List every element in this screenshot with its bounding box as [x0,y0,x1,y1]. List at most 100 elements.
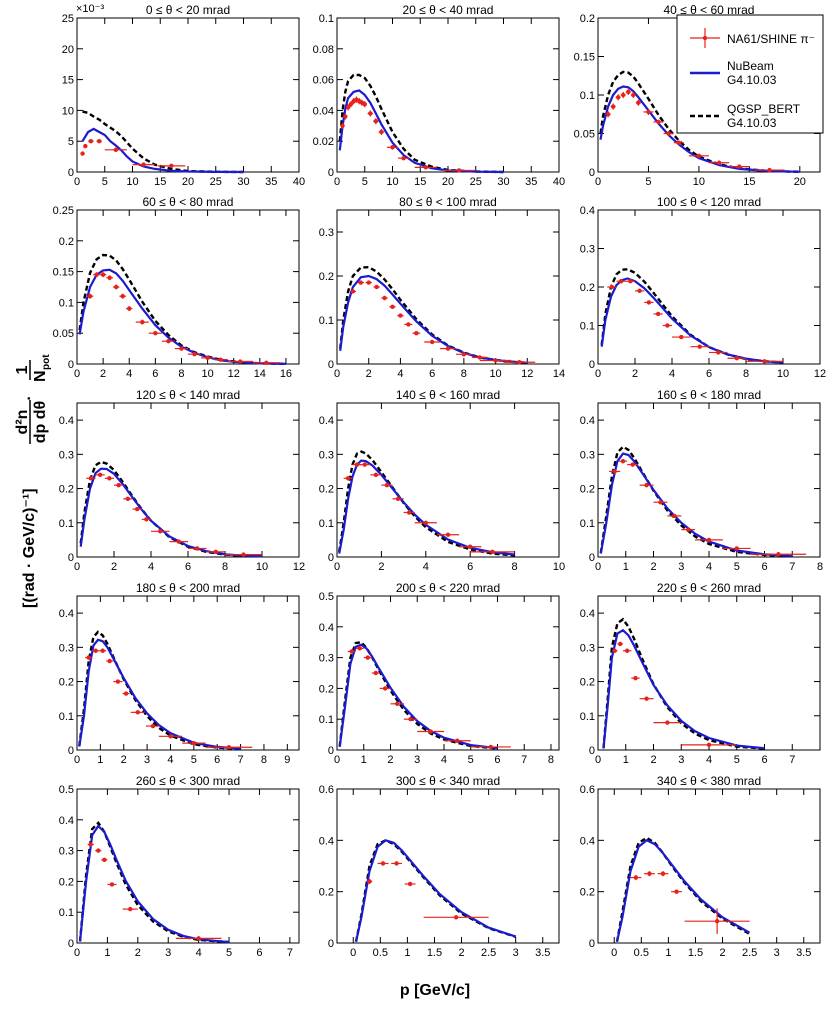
data-point [343,113,348,120]
data-point [377,861,389,866]
data-point [417,729,444,734]
y-tick-label: 10 [62,105,74,117]
x-tick-label: 4 [397,368,403,380]
data-point [227,359,254,364]
data-point [365,280,372,285]
x-tick-label: 20 [794,176,806,188]
y-tick-label: 0 [589,359,595,371]
data-point [151,529,170,534]
y-tick-label: 0.2 [59,484,74,496]
panel-frame [76,17,300,173]
x-tick-label: 10 [386,176,398,188]
data-point [114,482,124,488]
data-point [729,164,750,169]
data-point [373,118,379,125]
data-point [754,167,785,173]
x-tick-label: 5 [734,754,740,766]
data-point [205,745,253,750]
x-tick-label: 12 [293,561,305,573]
panel-title: 80 ≤ θ < 100 mrad [399,195,497,209]
data-point [615,94,621,101]
data-point [397,313,404,318]
x-tick-label: 8 [512,561,518,573]
data-point [479,358,512,363]
x-tick-label: 2 [650,561,656,573]
data-point [398,155,410,161]
data-point [135,319,149,325]
data-point [412,331,421,336]
x-tick-label: 4 [167,754,173,766]
y-tick-label: 0.2 [319,271,334,283]
x-tick-label: 4 [669,368,675,380]
x-tick-label: 4 [706,561,712,573]
x-tick-label: 2 [458,947,464,959]
x-tick-label: 0 [74,176,80,188]
nubeam-curve [599,452,793,558]
data-point [443,738,471,743]
data-point [93,272,100,278]
x-tick-label: 25 [210,176,222,188]
y-tick-label: 0 [328,745,334,757]
x-tick-label: 3 [144,754,150,766]
x-tick-label: 8 [222,561,228,573]
y-tick-label: 0 [589,938,595,950]
panel-frame [76,209,300,365]
data-point [442,168,476,173]
data-point [88,139,94,144]
qgsp-curve [78,253,286,366]
data-point [671,889,682,894]
data-point [620,91,626,99]
panel-4: 60 ≤ θ < 80 mrad 0 2 4 6 8 10 12 14 16 0 0.05 0.1 0.1… [53,195,300,380]
y-tick-label: 0 [68,745,74,757]
x-tick-label: 1 [623,561,629,573]
ylabel-dot: · [21,395,38,400]
nubeam-curve [615,839,751,942]
y-tick-label: 0.05 [574,129,595,141]
data-point [132,162,155,167]
x-tick-label: 7 [789,561,795,573]
panel-title: 300 ≤ θ < 340 mrad [396,774,500,788]
data-point [132,506,142,512]
data-point [639,696,654,701]
x-tick-label: 0 [334,561,340,573]
qgsp-curve [78,821,230,944]
panel-frame [597,402,821,558]
data-point [644,871,655,877]
qgsp-curve [600,268,784,364]
data-point [381,295,388,301]
data-point [161,339,175,344]
x-tick-label: 4 [196,947,202,959]
y-tick-label: 0.1 [580,711,595,723]
data-point [471,355,488,360]
data-point [673,140,684,146]
data-point [340,122,345,129]
y-tick-label: 0.4 [319,622,334,634]
x-tick-label: 1.5 [688,947,703,959]
data-point [122,691,130,696]
y-tick-label: 0.4 [59,608,74,620]
panel-title: 20 ≤ θ < 40 mrad [403,3,494,17]
data-point [381,482,393,488]
x-tick-label: 35 [525,176,537,188]
data-point [684,908,750,935]
ylabel-frac-den-sub: pot [41,354,52,370]
x-tick-label: 7 [521,754,527,766]
data-point [182,740,206,746]
x-tick-label: 1 [361,754,367,766]
data-point [503,360,536,365]
y-tick-label: 0.3 [580,244,595,256]
data-point [359,462,371,467]
x-tick-label: 0 [74,947,80,959]
y-tick-label: 0.2 [580,13,595,25]
legend-data-label: NA61/SHINE π⁻ [727,32,815,46]
data-point [622,648,632,653]
x-tick-label: 14 [553,368,565,380]
x-tick-label: 6 [761,561,767,573]
panel-15: 340 ≤ θ < 380 mrad 0 0.5 1 1.5 2 2.5 3 3.5 0 0.2 0.… [580,774,821,959]
x-tick-label: 3 [414,754,420,766]
x-tick-label: 12 [521,368,533,380]
x-tick-label: 7 [238,754,244,766]
data-point [605,111,611,118]
x-tick-label: 0 [595,754,601,766]
legend-data-marker [690,28,720,48]
